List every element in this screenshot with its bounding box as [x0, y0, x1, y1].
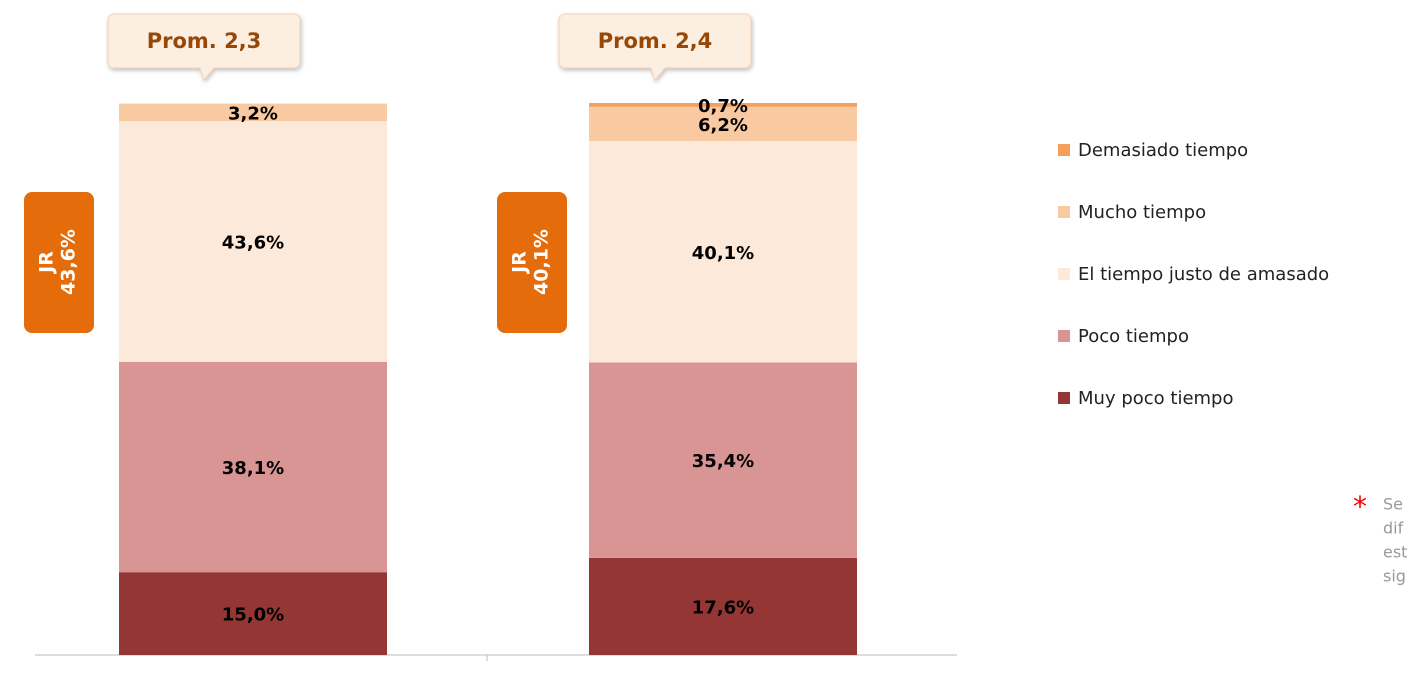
bar-segment	[119, 361, 387, 573]
bar-segment	[589, 103, 857, 107]
data-label: 17,6%	[692, 597, 754, 618]
data-label: 0,7%	[698, 96, 748, 117]
badge-value: 40,1%	[531, 229, 553, 295]
badge-label: JR	[36, 251, 58, 275]
callout: Prom. 2,4	[558, 13, 752, 82]
legend-swatch	[1058, 392, 1070, 404]
note-line: dif	[1383, 519, 1404, 538]
asterisk: *	[1353, 490, 1367, 523]
bar-segment	[119, 103, 387, 122]
legend-label: Demasiado tiempo	[1078, 140, 1248, 161]
note-line: est	[1383, 543, 1407, 562]
callout: Prom. 2,3	[107, 13, 301, 82]
data-label: 6,2%	[698, 115, 748, 136]
callout-text: Prom. 2,3	[147, 29, 262, 53]
bar-segment	[589, 141, 857, 363]
legend-label: El tiempo justo de amasado	[1078, 264, 1329, 285]
legend-swatch	[1058, 206, 1070, 218]
callout-box	[558, 13, 752, 82]
legend-label: Poco tiempo	[1078, 326, 1189, 347]
jr-badge: JR 40,1%	[497, 192, 567, 333]
legend-label: Mucho tiempo	[1078, 202, 1206, 223]
note-line: Se	[1383, 495, 1403, 514]
bar-segment	[119, 572, 387, 655]
bar-segment	[589, 557, 857, 655]
legend-swatch	[1058, 268, 1070, 280]
data-label: 38,1%	[222, 458, 284, 479]
data-label: 40,1%	[692, 243, 754, 264]
badge-label: JR	[509, 251, 531, 275]
bar-segment	[589, 362, 857, 558]
bar-segment	[119, 121, 387, 362]
badge-box	[24, 192, 94, 333]
bar-segment	[589, 106, 857, 142]
data-label: 3,2%	[228, 103, 278, 124]
jr-badge: JR 43,6%	[24, 192, 94, 333]
legend-swatch	[1058, 330, 1070, 342]
legend-label: Muy poco tiempo	[1078, 388, 1234, 409]
badge-value: 43,6%	[58, 229, 80, 295]
data-label: 35,4%	[692, 451, 754, 472]
note-line: sig	[1383, 567, 1406, 586]
data-label: 43,6%	[222, 233, 284, 254]
badge-box	[497, 192, 567, 333]
callout-box	[107, 13, 301, 82]
data-label: 15,0%	[222, 605, 284, 626]
legend-swatch	[1058, 144, 1070, 156]
callout-text: Prom. 2,4	[598, 29, 713, 53]
